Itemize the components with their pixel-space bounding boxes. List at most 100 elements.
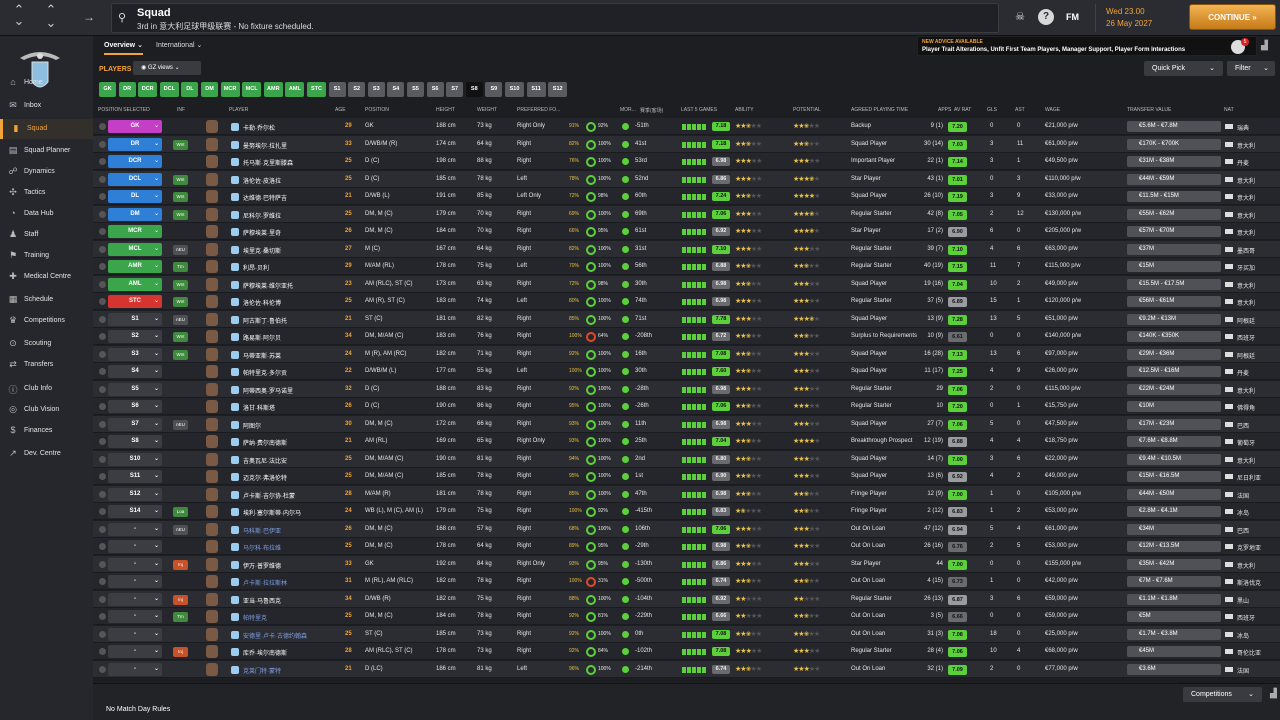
position-filter-dl[interactable]: DL — [181, 82, 199, 97]
player-name[interactable]: 路易斯·阿尔贝 — [243, 336, 281, 342]
column-header[interactable]: GLS — [987, 107, 998, 113]
player-name[interactable]: 萨纳·费尔南德斯 — [243, 441, 287, 447]
player-transfer-value[interactable]: €7.6M - €8.8M — [1127, 436, 1221, 447]
row-select-checkbox[interactable] — [99, 490, 106, 498]
player-name[interactable]: 安德里·卢卡·古德约翰森 — [243, 633, 307, 640]
column-header[interactable]: LAST 5 GAMES — [681, 107, 718, 113]
sidebar-item-medical-centre[interactable]: ✚ Medical Centre — [0, 267, 93, 287]
column-header[interactable]: WAGE — [1045, 107, 1061, 113]
row-select-checkbox[interactable] — [99, 193, 106, 200]
row-select-checkbox[interactable] — [99, 140, 106, 148]
player-transfer-value[interactable]: €5M — [1127, 611, 1221, 622]
table-row[interactable]: S8 ⌄ 萨纳·费尔南德斯 21 AM (RL) 169 cm 65 kg Right Onl… — [93, 433, 1280, 450]
column-header[interactable]: AST — [1015, 107, 1025, 113]
chevron-down-icon[interactable]: ⌄ — [13, 13, 25, 28]
sidebar-item-inbox[interactable]: ✉ Inbox — [0, 96, 93, 116]
help-icon[interactable]: ? — [1038, 9, 1054, 25]
sidebar-item-home[interactable]: ⌂ Home — [0, 73, 93, 93]
position-filter-s6[interactable]: S6 — [426, 82, 444, 97]
sidebar-item-transfers[interactable]: ⇄ Transfers — [0, 355, 93, 375]
position-selected-dropdown[interactable]: GK ⌄ — [108, 120, 162, 133]
player-name[interactable]: 迈克尔·弗洛伦特 — [243, 476, 287, 482]
table-row[interactable]: - ⌄ 卢卡斯·拉拉斯林 31 M (RL), AM (RLC) 182 cm 78 kg R… — [93, 573, 1280, 590]
player-name[interactable]: 亚当·马鲁西克 — [243, 598, 281, 605]
position-selected-dropdown[interactable]: S5 ⌄ — [108, 382, 162, 396]
sidebar-item-competitions[interactable]: ♛ Competitions — [0, 311, 93, 331]
row-select-checkbox[interactable] — [99, 403, 106, 410]
table-row[interactable]: GK ⌄ 卡勒·乔尔松 29 GK 188 cm 73 kg Right Only 91% 92%… — [93, 118, 1280, 135]
player-name[interactable]: 卢卡斯·拉拉斯林 — [243, 581, 287, 587]
player-transfer-value[interactable]: €44M - €59M — [1127, 173, 1221, 185]
fm-menu[interactable]: FM — [1066, 12, 1079, 22]
row-select-checkbox[interactable] — [99, 368, 106, 375]
table-row[interactable]: S2 ⌄ Wnt 路易斯·阿尔贝 34 DM, M/AM (C) 183 cm 76 kg Ri… — [93, 328, 1280, 345]
player-name[interactable]: 阿古斯丁·鲁伯托 — [243, 318, 287, 325]
position-selected-dropdown[interactable]: S10 ⌄ — [108, 452, 162, 466]
player-name[interactable]: 埃里克·桑切斯 — [243, 248, 281, 255]
column-header[interactable]: APPS — [938, 107, 952, 113]
table-row[interactable]: - ⌄ Tm 帕特里克 25 DM, M (C) 184 cm 78 kg Right 92% 81… — [93, 608, 1280, 625]
position-selected-dropdown[interactable]: S7 ⌄ — [108, 417, 162, 431]
info-badge[interactable]: Wnt — [173, 174, 188, 185]
player-transfer-value[interactable]: €55M - €62M — [1127, 208, 1221, 220]
position-filter-s12[interactable]: S12 — [548, 82, 568, 97]
sidebar-item-data-hub[interactable]: ◔ Data Hub — [0, 204, 93, 224]
table-row[interactable]: DM ⌄ Wnt 尼科尔·罗维拉 25 DM, M (C) 179 cm 70 kg Right… — [93, 205, 1280, 223]
column-header[interactable]: AV RAT — [954, 107, 972, 113]
position-filter-dm[interactable]: DM — [201, 82, 218, 97]
player-name[interactable]: 萨穆埃莱·维尔亚托 — [243, 283, 293, 290]
position-selected-dropdown[interactable]: MCR ⌄ — [108, 225, 162, 238]
player-name[interactable]: 卡勒·乔尔松 — [243, 126, 275, 132]
info-badge[interactable]: Inj — [173, 594, 188, 605]
sidebar-item-schedule[interactable]: ▦ Schedule — [0, 290, 93, 310]
info-badge[interactable]: Wnt — [173, 209, 188, 220]
player-name[interactable]: 洛伦佐·皮洛拉 — [243, 178, 281, 185]
position-filter-s5[interactable]: S5 — [407, 82, 424, 97]
player-name[interactable]: 马科斯·巴伊亚 — [243, 528, 281, 535]
player-transfer-value[interactable]: €44M - €50M — [1127, 488, 1221, 500]
position-selected-dropdown[interactable]: S11 ⌄ — [108, 470, 162, 483]
info-badge[interactable]: Inj — [173, 559, 188, 570]
table-row[interactable]: MCL ⌄ nEU 埃里克·桑切斯 27 M (C) 167 cm 64 kg Right 82%… — [93, 240, 1280, 258]
row-select-checkbox[interactable] — [99, 578, 106, 585]
position-selected-dropdown[interactable]: DM ⌄ — [108, 207, 162, 221]
player-name[interactable]: 洛伦佐·科伦博 — [243, 301, 281, 307]
position-selected-dropdown[interactable]: S2 ⌄ — [108, 330, 162, 343]
player-transfer-value[interactable]: €1.7M - €3.8M — [1127, 628, 1221, 640]
position-selected-dropdown[interactable]: AML ⌄ — [108, 277, 162, 291]
player-name[interactable]: 阿图尔 — [243, 423, 262, 430]
position-selected-dropdown[interactable]: - ⌄ — [108, 645, 162, 658]
player-transfer-value[interactable]: €15M — [1127, 261, 1221, 272]
row-select-checkbox[interactable] — [99, 280, 106, 288]
player-transfer-value[interactable]: €2.8M - €4.1M — [1127, 506, 1221, 517]
advice-banner[interactable]: NEW ADVICE AVAILABLE Player Trait Altera… — [917, 36, 1257, 56]
sidebar-item-staff[interactable]: ♟ Staff — [0, 225, 93, 245]
position-selected-dropdown[interactable]: - ⌄ — [108, 662, 162, 676]
forward-arrow-icon[interactable]: → — [83, 10, 95, 24]
table-row[interactable]: S1 ⌄ nEU 阿古斯丁·鲁伯托 21 ST (C) 181 cm 82 kg Right 85… — [93, 310, 1280, 328]
row-select-checkbox[interactable] — [99, 420, 106, 428]
menu-icon[interactable]: ⌃ — [13, 2, 25, 17]
player-transfer-value[interactable]: €56M - €61M — [1127, 296, 1221, 307]
row-select-checkbox[interactable] — [99, 245, 106, 253]
tab-overview[interactable]: Overview ⌄ — [104, 41, 143, 55]
player-transfer-value[interactable]: €45M — [1127, 646, 1221, 657]
player-transfer-value[interactable]: €29M - €36M — [1127, 348, 1221, 360]
position-selected-dropdown[interactable]: S4 ⌄ — [108, 365, 162, 378]
position-selected-dropdown[interactable]: DCR ⌄ — [108, 155, 162, 168]
position-filter-amr[interactable]: AMR — [263, 82, 283, 97]
player-transfer-value[interactable]: €37M — [1127, 243, 1221, 255]
position-selected-dropdown[interactable]: DL ⌄ — [108, 190, 162, 203]
row-select-checkbox[interactable] — [99, 158, 106, 165]
column-header[interactable]: POSITION — [365, 107, 389, 113]
player-name[interactable]: 马尔科·布拉维 — [243, 546, 281, 552]
row-select-checkbox[interactable] — [99, 175, 106, 183]
info-badge[interactable]: nEU — [173, 314, 188, 325]
position-filter-s4[interactable]: S4 — [387, 82, 405, 97]
table-row[interactable]: S6 ⌄ 洛甘·科斯塔 26 D (C) 190 cm 86 kg Right 95% 100% -… — [93, 398, 1280, 415]
position-filter-s2[interactable]: S2 — [348, 82, 366, 97]
table-row[interactable]: DL ⌄ Wnt 达维德·巴特萨吉 21 D/WB (L) 191 cm 85 kg Left … — [93, 188, 1280, 205]
player-name[interactable]: 卢卡斯·吉尔协·杜蒙 — [243, 493, 295, 500]
player-transfer-value[interactable]: €15M - €16.5M — [1127, 471, 1221, 482]
table-row[interactable]: DR ⌄ Wnt 曼努埃尔·拉扎里 33 D/WB/M (R) 174 cm 64 kg Rig… — [93, 135, 1280, 153]
